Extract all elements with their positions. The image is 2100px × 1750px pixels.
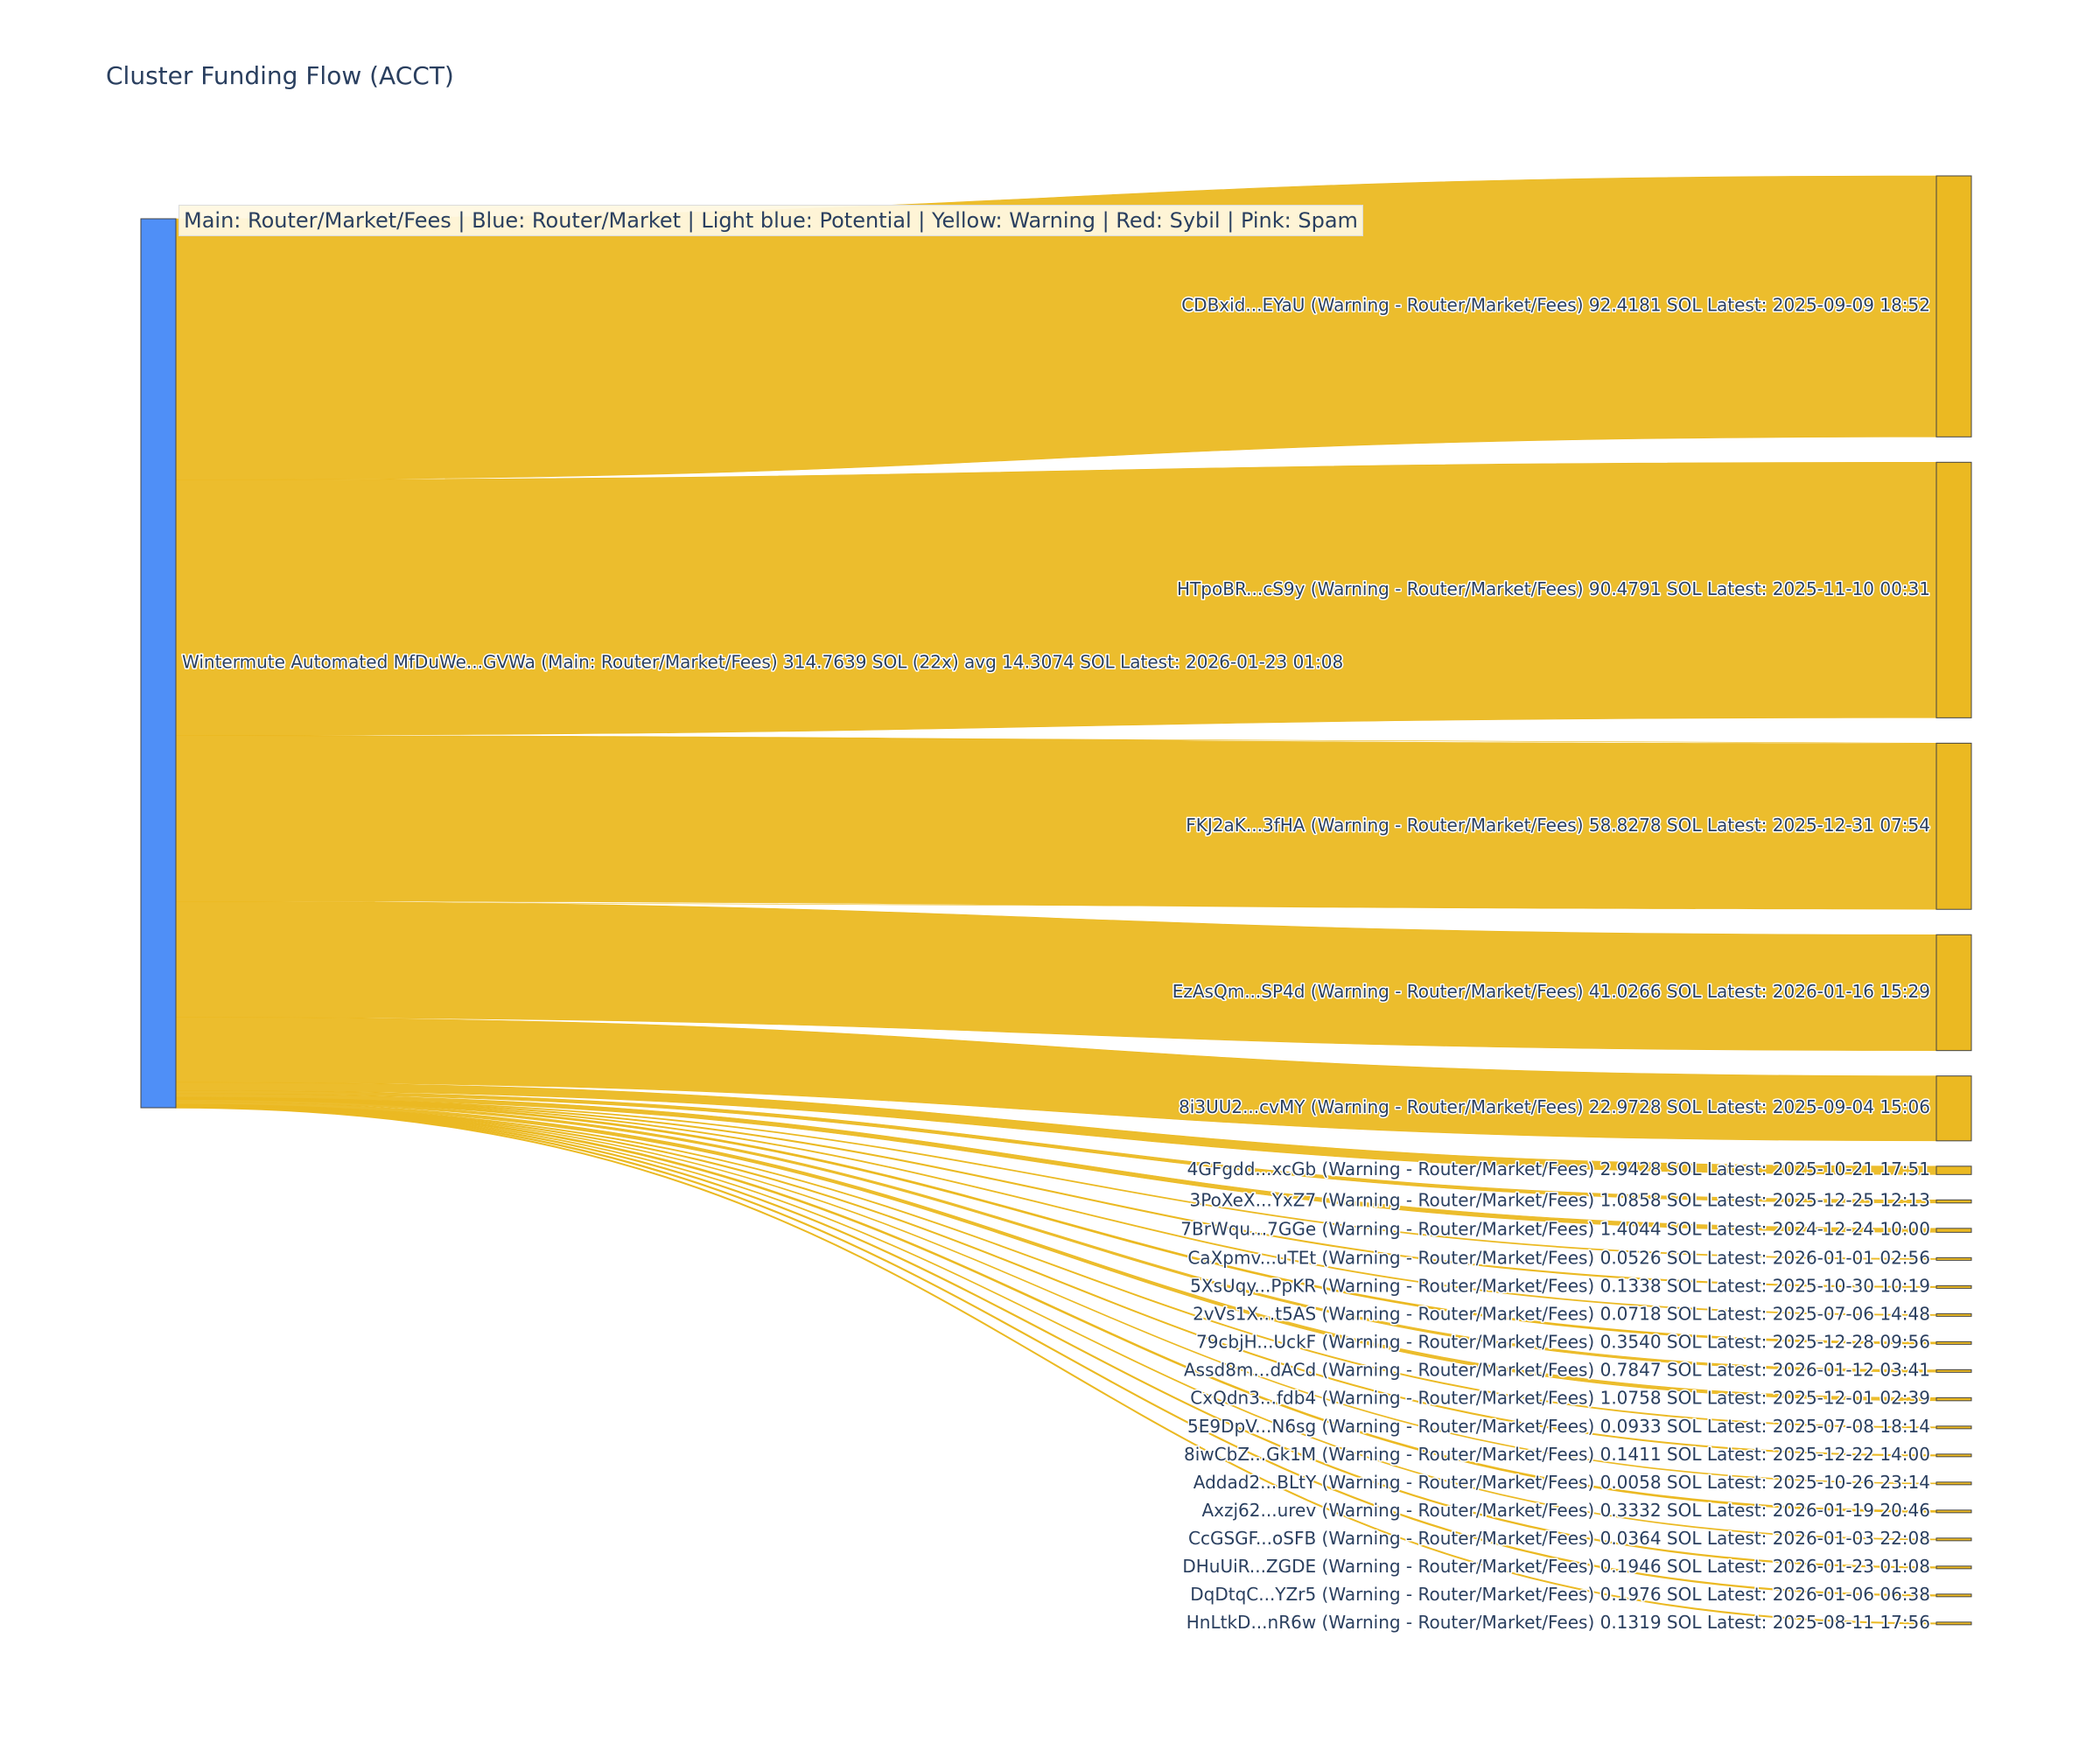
sankey-target-node[interactable] <box>1936 1228 1972 1233</box>
sankey-target-node[interactable] <box>1936 1453 1972 1458</box>
sankey-target-label: FKJ2aK...3fHA (Warning - Router/Market/F… <box>1186 815 1930 836</box>
sankey-target-node[interactable] <box>1936 1621 1972 1626</box>
sankey-target-node[interactable] <box>1936 1537 1972 1542</box>
sankey-target-node[interactable] <box>1936 1565 1972 1570</box>
sankey-target-label: 8i3UU2...cvMY (Warning - Router/Market/F… <box>1179 1096 1930 1117</box>
sankey-target-node[interactable] <box>1936 1368 1972 1373</box>
legend-annotation: Main: Router/Market/Fees | Blue: Router/… <box>178 205 1363 236</box>
sankey-source-label: Wintermute Automated MfDuWe...GVWa (Main… <box>182 652 1343 673</box>
sankey-target-node[interactable] <box>1936 1593 1972 1598</box>
sankey-target-label: 3PoXeX...YxZ7 (Warning - Router/Market/F… <box>1190 1190 1931 1211</box>
sankey-target-node[interactable] <box>1936 1396 1972 1402</box>
sankey-target-node[interactable] <box>1936 1425 1972 1430</box>
sankey-target-label: DqDtqC...YZr5 (Warning - Router/Market/F… <box>1190 1584 1930 1605</box>
sankey-target-label: Axzj62...urev (Warning - Router/Market/F… <box>1201 1500 1930 1521</box>
sankey-target-node[interactable] <box>1936 1256 1972 1261</box>
sankey-target-label: HTpoBR...cS9y (Warning - Router/Market/F… <box>1177 578 1930 599</box>
sankey-target-node[interactable] <box>1936 742 1972 910</box>
sankey-target-label: 7BrWqu...7GGe (Warning - Router/Market/F… <box>1180 1219 1930 1240</box>
sankey-target-node[interactable] <box>1936 1284 1972 1289</box>
sankey-target-node[interactable] <box>1936 1075 1972 1142</box>
sankey-target-node[interactable] <box>1936 1312 1972 1317</box>
sankey-target-label: HnLtkD...nR6w (Warning - Router/Market/F… <box>1186 1612 1930 1633</box>
sankey-target-label: 2vVs1X...t5AS (Warning - Router/Market/F… <box>1193 1303 1930 1324</box>
sankey-target-node[interactable] <box>1936 175 1972 438</box>
sankey-source-node[interactable] <box>140 218 177 1109</box>
sankey-target-node[interactable] <box>1936 1199 1972 1204</box>
sankey-target-label: EzAsQm...SP4d (Warning - Router/Market/F… <box>1172 981 1930 1002</box>
sankey-target-node[interactable] <box>1936 1509 1972 1514</box>
chart-title: Cluster Funding Flow (ACCT) <box>106 61 454 90</box>
sankey-target-node[interactable] <box>1936 1340 1972 1345</box>
sankey-nodes <box>140 175 1972 1626</box>
sankey-target-label: DHuUiR...ZGDE (Warning - Router/Market/F… <box>1182 1556 1930 1577</box>
sankey-target-node[interactable] <box>1936 461 1972 718</box>
sankey-target-node[interactable] <box>1936 934 1972 1052</box>
sankey-target-label: CcGSGF...oSFB (Warning - Router/Market/F… <box>1188 1528 1930 1549</box>
sankey-links <box>175 175 1937 1625</box>
sankey-target-label: 5XsUqy...PpKR (Warning - Router/Market/F… <box>1190 1275 1930 1296</box>
sankey-target-label: 4GFgdd...xcGb (Warning - Router/Market/F… <box>1187 1158 1930 1180</box>
sankey-target-label: Addad2...BLtY (Warning - Router/Market/F… <box>1194 1472 1930 1493</box>
sankey-target-label: CxQdn3...fdb4 (Warning - Router/Market/F… <box>1190 1388 1930 1409</box>
sankey-target-node[interactable] <box>1936 1481 1972 1486</box>
sankey-target-label: CaXpmv...uTEt (Warning - Router/Market/F… <box>1187 1247 1930 1268</box>
sankey-target-label: 5E9DpV...N6sg (Warning - Router/Market/F… <box>1187 1416 1930 1437</box>
sankey-target-label: 8iwCbZ...Gk1M (Warning - Router/Market/F… <box>1184 1444 1930 1465</box>
sankey-target-label: 79cbjH...UckF (Warning - Router/Market/F… <box>1196 1331 1930 1352</box>
sankey-target-node[interactable] <box>1936 1166 1972 1175</box>
sankey-target-label: CDBxid...EYaU (Warning - Router/Market/F… <box>1181 295 1930 316</box>
sankey-target-label: Assd8m...dACd (Warning - Router/Market/F… <box>1184 1359 1930 1380</box>
sankey-labels: Wintermute Automated MfDuWe...GVWa (Main… <box>181 293 1932 1634</box>
